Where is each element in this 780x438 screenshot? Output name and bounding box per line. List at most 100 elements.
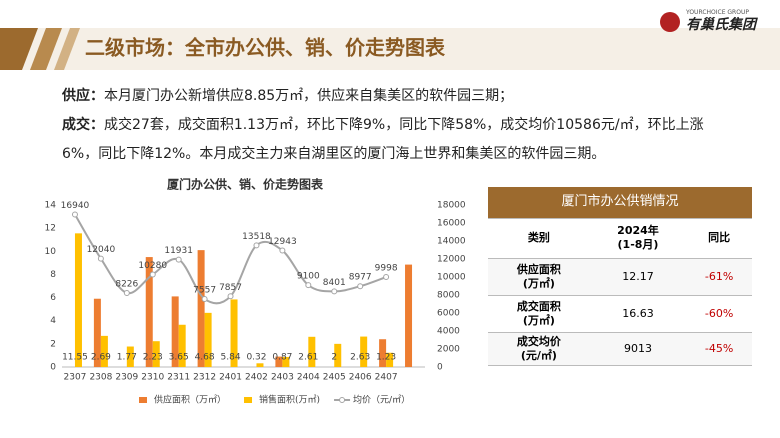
bar <box>379 339 387 367</box>
data-label: 2.23 <box>143 353 163 363</box>
point <box>175 256 182 263</box>
x-tick-label: 2404 <box>297 373 320 383</box>
data-label: 5.84 <box>221 353 241 363</box>
legend-swatch <box>339 397 346 403</box>
data-label: 9998 <box>375 264 398 274</box>
x-tick-label: 2311 <box>167 373 190 383</box>
x-tick-label: 2405 <box>323 373 346 383</box>
cell: 成交面积 (万㎡) <box>488 295 590 333</box>
bar <box>145 257 153 367</box>
cell: 12.17 <box>589 258 687 296</box>
legend-label: 均价（元/㎡） <box>353 394 410 406</box>
legend-label: 供应面积（万㎡） <box>154 394 226 406</box>
data-label: 2.69 <box>91 353 111 363</box>
table: 厦门市办公供销情况 类别 2024年 (1-8月) 同比 供应面积 (万㎡) 12.1… <box>488 187 752 366</box>
data-label: 2.63 <box>350 353 370 363</box>
data-label: 7857 <box>219 283 242 293</box>
bar <box>197 250 205 367</box>
logo: 有巢氏集团 <box>686 16 758 33</box>
x-tick-label: 2403 <box>271 373 294 383</box>
data-label: 10280 <box>138 261 167 271</box>
x-tick-label: 2309 <box>115 373 138 383</box>
y2-tick-label: 10000 <box>437 273 466 283</box>
chart: 厦门办公供、销、价走势图表 0 2 4 6 8 10 12 14 0 2000 4000 6000 80… <box>45 177 466 406</box>
column-header: 2024年 (1-8月) <box>589 218 687 259</box>
y-tick-label: 2 <box>50 339 56 349</box>
data-label: 8226 <box>115 279 138 289</box>
x-tick-label: 2307 <box>64 373 87 383</box>
logo-icon <box>660 12 680 32</box>
cell: 16.63 <box>589 295 687 333</box>
y2-tick-label: 2000 <box>437 345 460 355</box>
label: 成交： <box>62 117 104 133</box>
bar <box>204 312 212 367</box>
data-label: 12040 <box>87 245 116 255</box>
point <box>71 211 78 218</box>
logo-sub: YOURCHOICE GROUP <box>685 9 749 16</box>
table-row: 成交面积 (万㎡) 16.63 -60% <box>488 295 752 333</box>
y-tick-label: 10 <box>45 247 57 257</box>
data-label: 3.65 <box>169 353 189 363</box>
paragraph: 成交：成交27套，成交面积1.13万㎡，环比下降9%，同比下降58%，成交均价1… <box>62 111 712 169</box>
cell: -61% <box>686 258 752 296</box>
bar <box>178 324 186 367</box>
table-row: 成交均价 (元/㎡) 9013 -45% <box>488 332 752 366</box>
point <box>279 247 286 254</box>
bar <box>334 343 342 367</box>
header: 二级市场：全市办公供、销、价走势图表 YOURCHOICE GROUP 有巢氏集… <box>0 9 780 70</box>
data-label: 0.87 <box>272 353 292 363</box>
y-tick-label: 12 <box>45 224 56 234</box>
point <box>227 293 234 300</box>
y2-tick-label: 18000 <box>437 201 466 211</box>
legend-label: 销售面积(万㎡) <box>259 394 320 406</box>
stripe <box>0 28 38 70</box>
bar <box>308 336 316 367</box>
data-label: 12943 <box>268 237 297 247</box>
x-tick-label: 2401 <box>219 373 242 383</box>
bar <box>74 233 82 367</box>
point <box>305 282 312 289</box>
bar <box>282 356 290 367</box>
cell: 9013 <box>589 332 687 366</box>
title: 二级市场：全市办公供、销、价走势图表 <box>85 36 446 60</box>
bar <box>126 346 134 367</box>
y-tick-label: 4 <box>50 316 56 326</box>
point <box>331 288 338 295</box>
header-band <box>0 28 780 70</box>
x-tick-label: 2407 <box>375 373 398 383</box>
data-label: 8401 <box>323 278 346 288</box>
data-label: 1.77 <box>117 353 137 363</box>
data-label: 8977 <box>349 273 372 283</box>
data-label: 0.32 <box>246 353 266 363</box>
bar <box>386 352 394 367</box>
bar <box>405 264 413 367</box>
label: 供应： <box>62 88 104 104</box>
column-header: 同比 <box>686 218 752 259</box>
y-tick-label: 6 <box>50 293 56 303</box>
text: 本月厦门办公新增供应8.85万㎡，供应来自集美区的软件园三期； <box>104 88 514 104</box>
table-row: 供应面积 (万㎡) 12.17 -61% <box>488 258 752 296</box>
stripe <box>30 28 62 70</box>
text: 成交27套，成交面积1.13万㎡，环比下降9%，同比下降58%，成交均价1058… <box>62 117 704 162</box>
point <box>383 274 390 281</box>
y2-tick-label: 8000 <box>437 291 460 301</box>
cell: -60% <box>686 295 752 333</box>
data-label: 11.55 <box>62 353 88 363</box>
data-label: 11931 <box>164 246 193 256</box>
point <box>149 271 156 278</box>
bar <box>360 336 368 367</box>
chart-title: 厦门办公供、销、价走势图表 <box>167 177 324 192</box>
y2-tick-label: 6000 <box>437 309 460 319</box>
x-tick-label: 2310 <box>141 373 164 383</box>
column-header: 类别 <box>488 218 590 259</box>
y-tick-label: 8 <box>50 270 56 280</box>
y2-tick-label: 4000 <box>437 327 460 337</box>
data-label: 1.23 <box>376 353 396 363</box>
data-label: 2.61 <box>298 353 318 363</box>
bar <box>230 299 238 367</box>
cell: 供应面积 (万㎡) <box>488 258 590 296</box>
bar <box>93 298 101 367</box>
x-tick-label: 2308 <box>89 373 112 383</box>
point <box>357 283 364 290</box>
y-tick-label: 14 <box>45 201 57 211</box>
